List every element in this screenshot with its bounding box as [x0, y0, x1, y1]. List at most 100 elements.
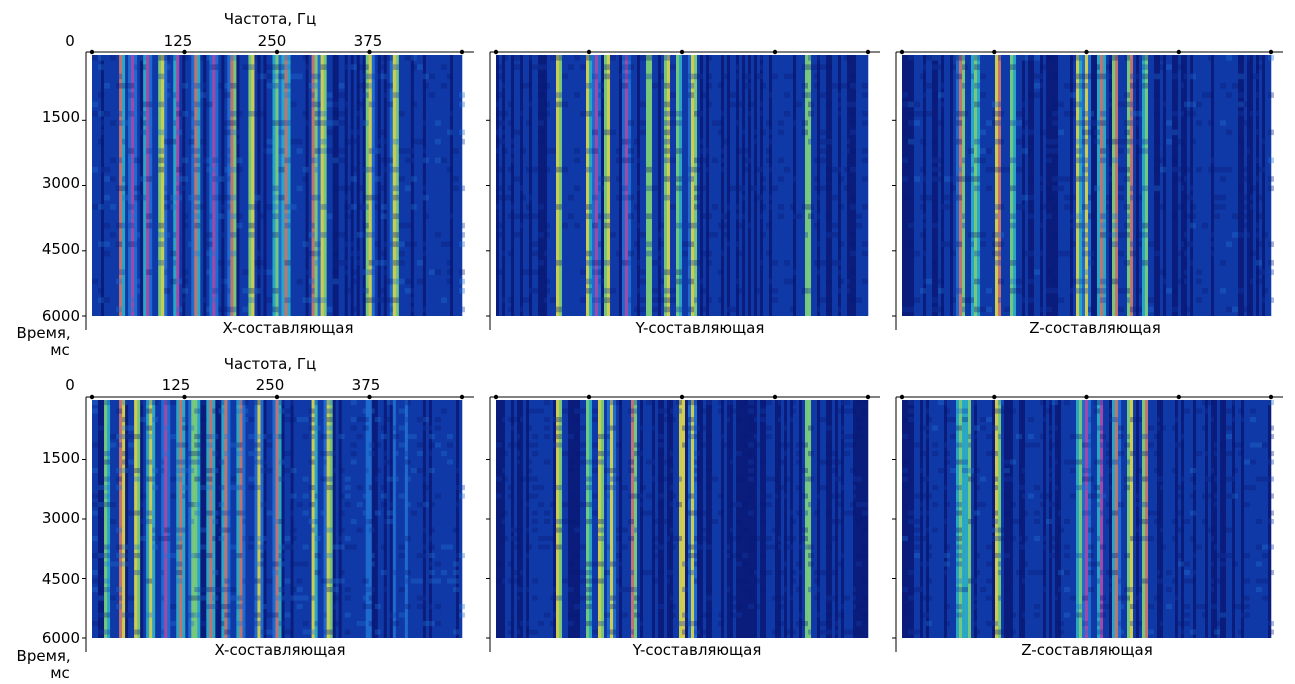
heatmap-cell [1094, 578, 1100, 584]
heatmap-cell [338, 260, 345, 266]
heatmap-cell [920, 502, 926, 508]
heatmap-cell [496, 269, 502, 275]
heatmap-cell [920, 176, 926, 182]
heatmap-cell [622, 400, 626, 638]
heatmap-cell [1190, 213, 1196, 220]
y-axis-label-row2-line1: Время, [17, 647, 71, 665]
heatmap-cell [1208, 92, 1214, 98]
heatmap-cell [302, 55, 309, 61]
heatmap-cell [856, 434, 862, 440]
heatmap-cell [658, 442, 664, 448]
heatmap-cell [914, 544, 920, 550]
heatmap-cell [308, 425, 315, 431]
heatmap-cell [682, 587, 688, 593]
heatmap-cell [568, 250, 574, 257]
heatmap-cell [458, 288, 466, 294]
heatmap-cell [980, 425, 986, 431]
heatmap-cell [676, 269, 682, 275]
heatmap-cell [850, 101, 856, 108]
heatmap-cell [694, 260, 700, 266]
heatmap-cell [808, 288, 814, 294]
heatmap-cell [1130, 587, 1136, 593]
heatmap-cell [968, 73, 974, 80]
heatmap-cell [826, 459, 832, 465]
heatmap-cell [230, 120, 237, 126]
heatmap-cell [245, 55, 249, 316]
heatmap-cell [628, 148, 634, 154]
heatmap-cell [1136, 194, 1142, 201]
heatmap-cell [574, 213, 580, 220]
heatmap-cell [1256, 442, 1262, 448]
heatmap-cell [1166, 459, 1172, 465]
heatmap-cell [814, 269, 820, 275]
heatmap-cell [694, 476, 700, 482]
heatmap-cell [194, 194, 201, 201]
heatmap-cell [332, 400, 336, 638]
heatmap-cell [926, 55, 930, 316]
heatmap-cell [434, 138, 441, 145]
heatmap-cell [850, 120, 856, 126]
heatmap-cell [586, 110, 592, 117]
heatmap-cell [658, 408, 664, 414]
heatmap-cell [1052, 120, 1058, 126]
heatmap-cell [838, 434, 844, 440]
heatmap-cell [146, 400, 150, 638]
heatmap-cell [320, 434, 327, 440]
heatmap-cell [1028, 578, 1034, 584]
heatmap-cell [434, 166, 441, 173]
heatmap-cell [104, 297, 111, 303]
heatmap-cell [694, 55, 698, 316]
heatmap-cell [242, 400, 246, 638]
heatmap-cell [628, 250, 634, 257]
heatmap-cell [754, 166, 760, 173]
heatmap-cell [278, 434, 285, 440]
heatmap-cell [1058, 185, 1064, 192]
heatmap-cell [832, 222, 838, 229]
heatmap-cell [1076, 604, 1082, 610]
heatmap-cell [550, 176, 556, 182]
heatmap-cell [1034, 138, 1040, 145]
heatmap-cell [974, 138, 980, 145]
heatmap-cell [1172, 306, 1178, 313]
heatmap-cell [1064, 232, 1070, 238]
heatmap-cell [410, 297, 417, 303]
heatmap-cell [1040, 544, 1046, 550]
heatmap-cell [224, 166, 231, 173]
heatmap-cell [766, 570, 772, 576]
heatmap-cell [736, 502, 742, 508]
heatmap-cell [1172, 442, 1178, 448]
heatmap-cell [580, 129, 586, 136]
heatmap-cell [206, 604, 213, 610]
heatmap-cell [550, 417, 556, 423]
heatmap-cell [188, 451, 195, 457]
heatmap-cell [1181, 400, 1185, 638]
heatmap-cell [682, 194, 688, 201]
heatmap-cell [1184, 306, 1190, 313]
heatmap-cell [218, 82, 225, 89]
heatmap-cell [1046, 400, 1052, 406]
heatmap-cell [380, 260, 387, 266]
heatmap-cell [1268, 157, 1274, 164]
heatmap-cell [802, 621, 808, 627]
heatmap-cell [392, 241, 399, 248]
heatmap-cell [254, 442, 261, 448]
heatmap-cell [532, 476, 538, 482]
heatmap-cell [844, 55, 848, 316]
heatmap-cell [266, 612, 273, 618]
heatmap-cell [1175, 400, 1179, 638]
heatmap-cell [1208, 417, 1214, 423]
heatmap-cell [446, 241, 453, 248]
heatmap-cell [290, 101, 297, 108]
heatmap-cell [538, 269, 544, 275]
heatmap-cell [733, 55, 737, 316]
heatmap-cell [514, 176, 520, 182]
heatmap-cell [799, 55, 803, 316]
heatmap-cell [517, 55, 521, 316]
heatmap-cell [1250, 425, 1256, 431]
heatmap-cell [188, 194, 195, 201]
heatmap-cell [413, 55, 418, 316]
heatmap-cell [748, 110, 754, 117]
heatmap-cell [556, 92, 562, 98]
heatmap-cell [688, 82, 694, 89]
heatmap-cell [452, 148, 459, 154]
